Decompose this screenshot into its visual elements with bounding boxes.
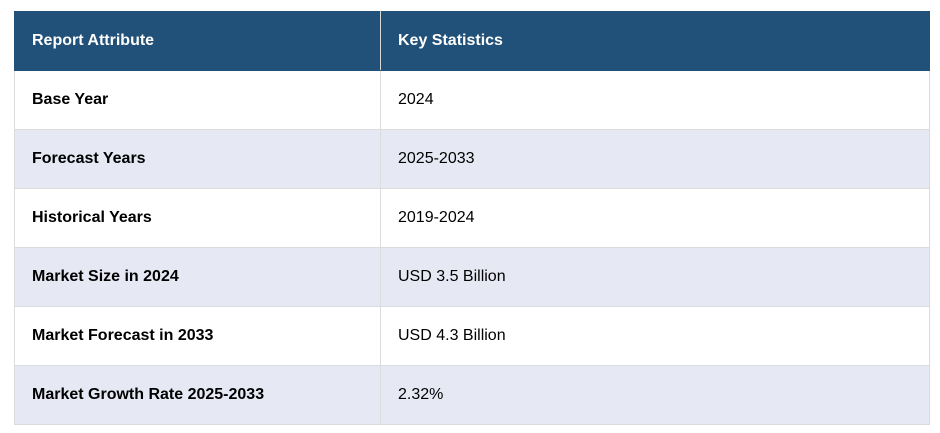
header-report-attribute: Report Attribute [14,11,381,71]
attribute-cell: Base Year [14,70,381,130]
attribute-cell: Market Size in 2024 [14,247,381,307]
value-cell: 2024 [380,70,930,130]
value-cell: 2019-2024 [380,188,930,248]
table-row: Market Growth Rate 2025-2033 2.32% [14,365,930,425]
attribute-cell: Forecast Years [14,129,381,189]
value-cell: USD 4.3 Billion [380,306,930,366]
attribute-cell: Market Forecast in 2033 [14,306,381,366]
value-cell: USD 3.5 Billion [380,247,930,307]
header-key-statistics: Key Statistics [380,11,930,71]
table-row: Historical Years 2019-2024 [14,188,930,248]
table-header-row: Report Attribute Key Statistics [14,11,930,71]
table-row: Market Size in 2024 USD 3.5 Billion [14,247,930,307]
attribute-cell: Market Growth Rate 2025-2033 [14,365,381,425]
value-cell: 2025-2033 [380,129,930,189]
report-statistics-table: Report Attribute Key Statistics Base Yea… [14,11,930,425]
attribute-cell: Historical Years [14,188,381,248]
table-row: Base Year 2024 [14,70,930,130]
table-row: Forecast Years 2025-2033 [14,129,930,189]
value-cell: 2.32% [380,365,930,425]
table-row: Market Forecast in 2033 USD 4.3 Billion [14,306,930,366]
